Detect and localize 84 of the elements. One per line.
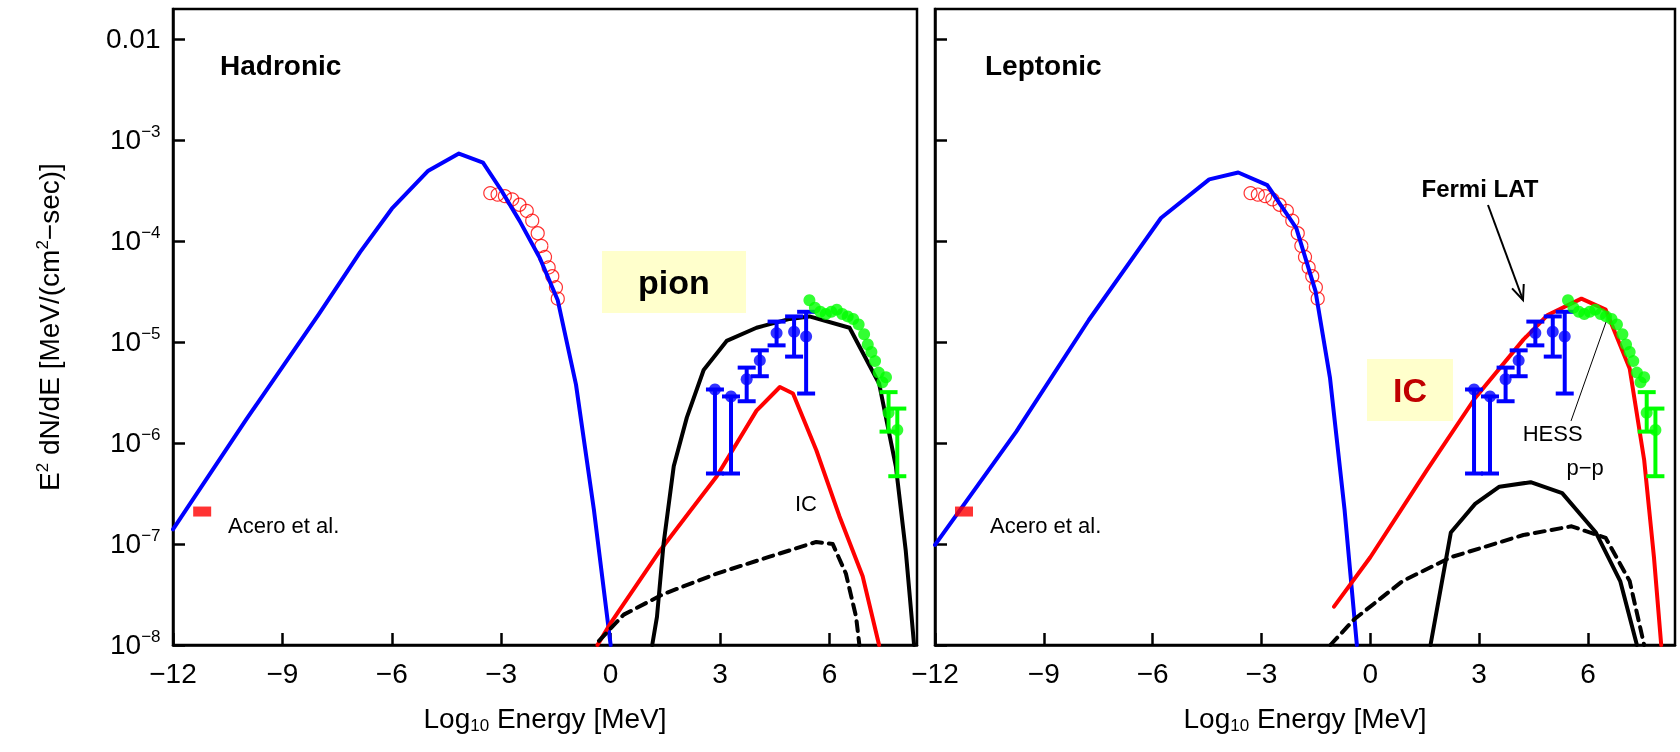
point <box>852 318 865 331</box>
point <box>800 330 813 343</box>
point <box>880 371 892 384</box>
annotation: Fermi LAT <box>1421 175 1539 202</box>
x-tick-label: −6 <box>1136 657 1169 689</box>
annotation: IC <box>1367 359 1453 421</box>
point <box>497 189 512 204</box>
y-tick-label: 10$^{−7}$ <box>110 526 161 560</box>
point <box>1627 355 1640 368</box>
point <box>740 373 753 386</box>
point <box>891 423 904 436</box>
point <box>512 197 527 212</box>
annotation: p−p <box>1566 455 1604 480</box>
point <box>788 325 801 338</box>
y-tick-label: 10$^{−5}$ <box>110 324 161 358</box>
text: Leptonic <box>985 49 1102 81</box>
point <box>1610 318 1623 331</box>
point <box>1279 203 1294 218</box>
x-tick-label: −6 <box>375 657 408 689</box>
point <box>1310 291 1325 306</box>
x-tick-label: 6 <box>821 657 838 689</box>
point <box>1546 325 1559 338</box>
point <box>534 238 549 253</box>
point <box>525 213 540 228</box>
point <box>541 260 556 275</box>
point <box>1250 187 1265 202</box>
point <box>505 192 520 207</box>
annotation: pion <box>602 251 746 313</box>
y-tick-label: 10$^{−4}$ <box>110 223 161 257</box>
annotation: Acero et al. <box>990 513 1102 538</box>
point <box>882 406 895 419</box>
point <box>1243 186 1258 201</box>
text: Hadronic <box>220 49 342 81</box>
point <box>1294 238 1309 253</box>
line-series <box>171 151 613 647</box>
point <box>770 327 783 340</box>
point <box>858 328 871 341</box>
point <box>1558 330 1571 343</box>
y-tick-label: 10$^{−6}$ <box>110 425 161 459</box>
line-series <box>595 384 882 647</box>
point <box>1297 249 1313 264</box>
point <box>548 280 564 295</box>
point <box>1638 371 1651 384</box>
point <box>1272 197 1287 212</box>
point <box>1649 423 1662 436</box>
point <box>1616 328 1629 341</box>
point <box>1301 260 1316 275</box>
point <box>1308 280 1323 295</box>
point <box>545 269 560 284</box>
point <box>708 383 721 396</box>
point <box>869 355 882 368</box>
point <box>753 354 766 367</box>
point <box>1512 354 1525 367</box>
x-tick-label: 0 <box>602 657 619 689</box>
point <box>519 203 534 218</box>
x-tick-label: −3 <box>485 657 518 689</box>
x-tick-label: 6 <box>1580 657 1596 689</box>
point <box>1290 226 1305 241</box>
point <box>1640 406 1653 419</box>
annotation: Acero et al. <box>228 513 340 538</box>
x-tick-label: 3 <box>1471 657 1487 689</box>
annotation: IC <box>795 491 817 516</box>
y-tick-label: 10$^{−8}$ <box>110 627 161 660</box>
annotation: HESS <box>1522 420 1583 446</box>
point <box>550 291 565 306</box>
point <box>1529 327 1542 340</box>
x-tick-label: −9 <box>1027 657 1060 689</box>
point <box>483 186 498 201</box>
x-tick-label: 3 <box>712 657 728 689</box>
point <box>1258 189 1273 204</box>
x-tick-label: −12 <box>911 657 959 689</box>
point <box>1285 213 1300 228</box>
x-tick-label: 0 <box>1362 657 1379 689</box>
point <box>1468 383 1481 396</box>
y-tick-label: 10$^{−3}$ <box>110 122 161 156</box>
point <box>530 226 545 241</box>
y-axis-title: E2 dN/dE [MeV/(cm2−sec)] <box>33 163 65 491</box>
point <box>1305 269 1320 284</box>
point <box>1499 373 1512 386</box>
y-tick-label: 0.01 <box>106 23 161 55</box>
x-tick-label: −3 <box>1245 657 1278 689</box>
x-tick-label: −12 <box>149 657 197 689</box>
point <box>1265 192 1280 207</box>
x-tick-label: −9 <box>266 657 299 689</box>
